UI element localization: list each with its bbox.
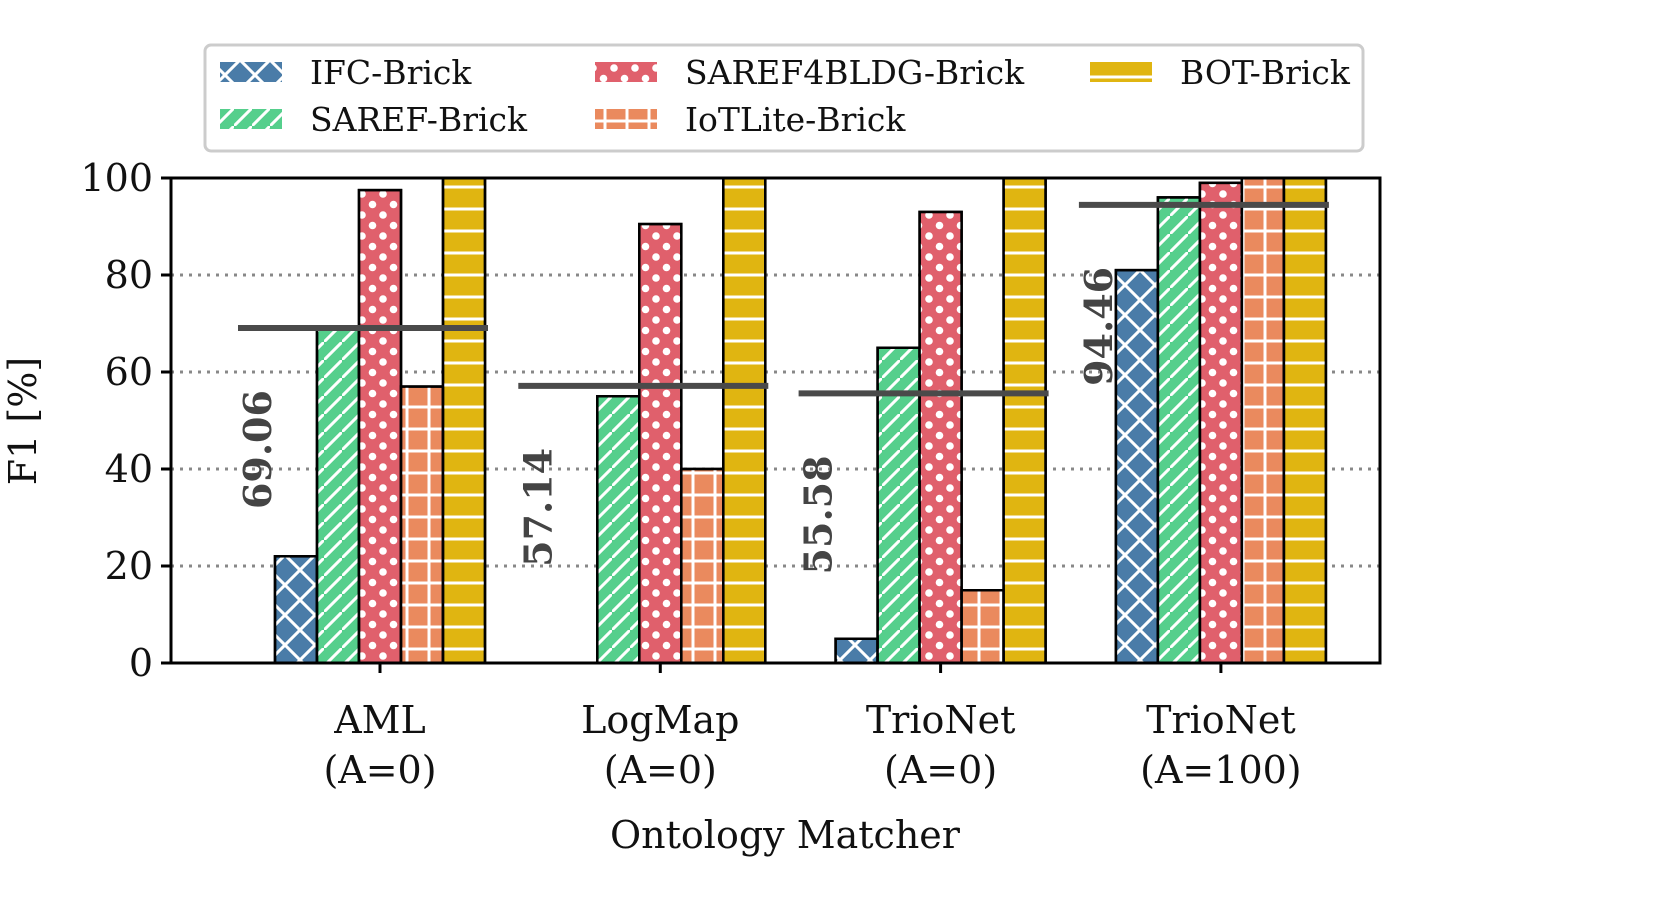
x-tick-label-2-1: (A=0) [884, 748, 997, 792]
bar-pattern-iotlite-brick-0 [401, 387, 443, 663]
x-tick-label-3-1: (A=100) [1140, 748, 1301, 792]
legend-label-saref4bldg-brick: SAREF4BLDG-Brick [685, 53, 1025, 92]
y-axis-label: F1 [%] [1, 357, 45, 485]
average-label-2: 55.58 [796, 455, 841, 574]
y-tick-label-20: 20 [105, 544, 153, 588]
bar-pattern-saref4bldg-brick-3 [1200, 183, 1242, 663]
average-label-0: 69.06 [235, 390, 280, 509]
bar-pattern-bot-brick-2 [1004, 178, 1046, 663]
legend-label-saref-brick: SAREF-Brick [310, 100, 528, 139]
bar-pattern-saref4bldg-brick-1 [639, 224, 681, 663]
legend-swatch-pattern-saref4bldg-brick [595, 62, 657, 82]
x-axis-ticks: AML (A=0) LogMap (A=0) TrioNet (A=0) TrioNet (A… [323, 663, 1301, 792]
bars [275, 178, 1326, 663]
bar-pattern-saref4bldg-brick-0 [359, 190, 401, 663]
legend-label-bot-brick: BOT-Brick [1180, 53, 1351, 92]
y-tick-label-80: 80 [105, 253, 153, 297]
bar-pattern-ifc-brick-0 [275, 556, 317, 663]
f1-bar-chart: 69.06 57.14 55.58 94.46 0 20 40 60 80 100 AML (A=… [0, 0, 1661, 923]
y-tick-label-60: 60 [105, 350, 153, 394]
bar-pattern-ifc-brick-2 [836, 639, 878, 663]
x-tick-label-1-1: (A=0) [604, 748, 717, 792]
bar-pattern-saref-brick-3 [1158, 197, 1200, 663]
bar-pattern-iotlite-brick-3 [1242, 178, 1284, 663]
bar-pattern-bot-brick-3 [1284, 178, 1326, 663]
y-tick-label-40: 40 [105, 447, 153, 491]
bar-pattern-iotlite-brick-2 [962, 590, 1004, 663]
x-tick-label-1-0: LogMap [581, 698, 739, 742]
bar-pattern-saref-brick-0 [317, 328, 359, 663]
legend-label-iotlite-brick: IoTLite-Brick [685, 100, 906, 139]
legend-swatch-pattern-saref-brick [220, 109, 282, 129]
bar-pattern-bot-brick-1 [723, 178, 765, 663]
x-tick-label-0-0: AML [333, 698, 426, 742]
legend: IFC-Brick SAREF-Brick SAREF4BLDG-Brick IoTL… [205, 45, 1363, 151]
x-tick-label-0-1: (A=0) [323, 748, 436, 792]
legend-label-ifc-brick: IFC-Brick [310, 53, 472, 92]
bar-pattern-saref4bldg-brick-2 [920, 212, 962, 663]
y-tick-label-0: 0 [129, 641, 153, 685]
bar-pattern-bot-brick-0 [443, 178, 485, 663]
bar-pattern-ifc-brick-3 [1116, 270, 1158, 663]
average-label-3: 94.46 [1076, 267, 1121, 386]
legend-swatch-pattern-ifc-brick [220, 62, 282, 82]
bar-pattern-saref-brick-1 [597, 396, 639, 663]
legend-swatch-pattern-bot-brick [1090, 62, 1152, 82]
y-tick-label-100: 100 [80, 156, 153, 200]
y-axis-ticks: 0 20 40 60 80 100 [80, 156, 171, 685]
x-tick-label-3-0: TrioNet [1146, 698, 1296, 742]
bar-pattern-iotlite-brick-1 [681, 469, 723, 663]
average-label-1: 57.14 [515, 448, 560, 567]
legend-swatch-pattern-iotlite-brick [595, 109, 657, 129]
x-axis-label: Ontology Matcher [610, 813, 961, 857]
x-tick-label-2-0: TrioNet [866, 698, 1016, 742]
